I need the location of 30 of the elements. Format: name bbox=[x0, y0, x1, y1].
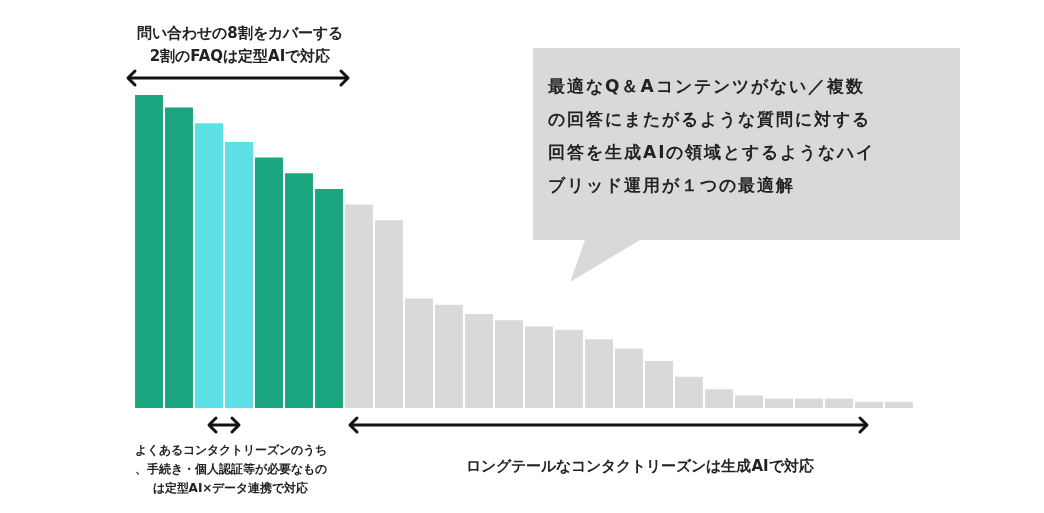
bar bbox=[585, 339, 613, 408]
bar bbox=[495, 320, 523, 408]
bar bbox=[855, 401, 883, 408]
bar bbox=[555, 329, 583, 408]
bar bbox=[225, 141, 253, 408]
bar bbox=[825, 398, 853, 408]
text: 問い合わせの8割をカバーする2割のFAQは定型AIで対応 bbox=[136, 23, 344, 67]
bar bbox=[135, 95, 163, 408]
bar bbox=[165, 107, 193, 408]
bar bbox=[285, 173, 313, 408]
bar bbox=[705, 389, 733, 408]
bar bbox=[315, 188, 343, 408]
bar bbox=[645, 361, 673, 408]
bar bbox=[525, 326, 553, 408]
bar bbox=[345, 204, 373, 408]
bar bbox=[195, 123, 223, 408]
text: よくあるコンタクトリーズンのうち、手続き・個人認証等が必要なものは定型AI×データ連携で対応 bbox=[133, 442, 328, 497]
bar bbox=[735, 395, 763, 408]
bar bbox=[435, 304, 463, 408]
bar bbox=[375, 220, 403, 408]
bar bbox=[465, 314, 493, 408]
text: ロングテールなコンタクトリーズンは生成AIで対応 bbox=[465, 456, 815, 477]
bar bbox=[765, 398, 793, 408]
bar bbox=[795, 398, 823, 408]
bar bbox=[885, 401, 913, 408]
bar bbox=[405, 298, 433, 408]
annotation: 最適なQ＆Aコンテンツがない／複数の回答にまたがるような質問に対する回答を生成AIの領域とするようなハイブリッド運用が１つの最適解 bbox=[548, 75, 876, 197]
bar bbox=[255, 157, 283, 408]
bar bbox=[615, 348, 643, 408]
bar bbox=[675, 376, 703, 408]
